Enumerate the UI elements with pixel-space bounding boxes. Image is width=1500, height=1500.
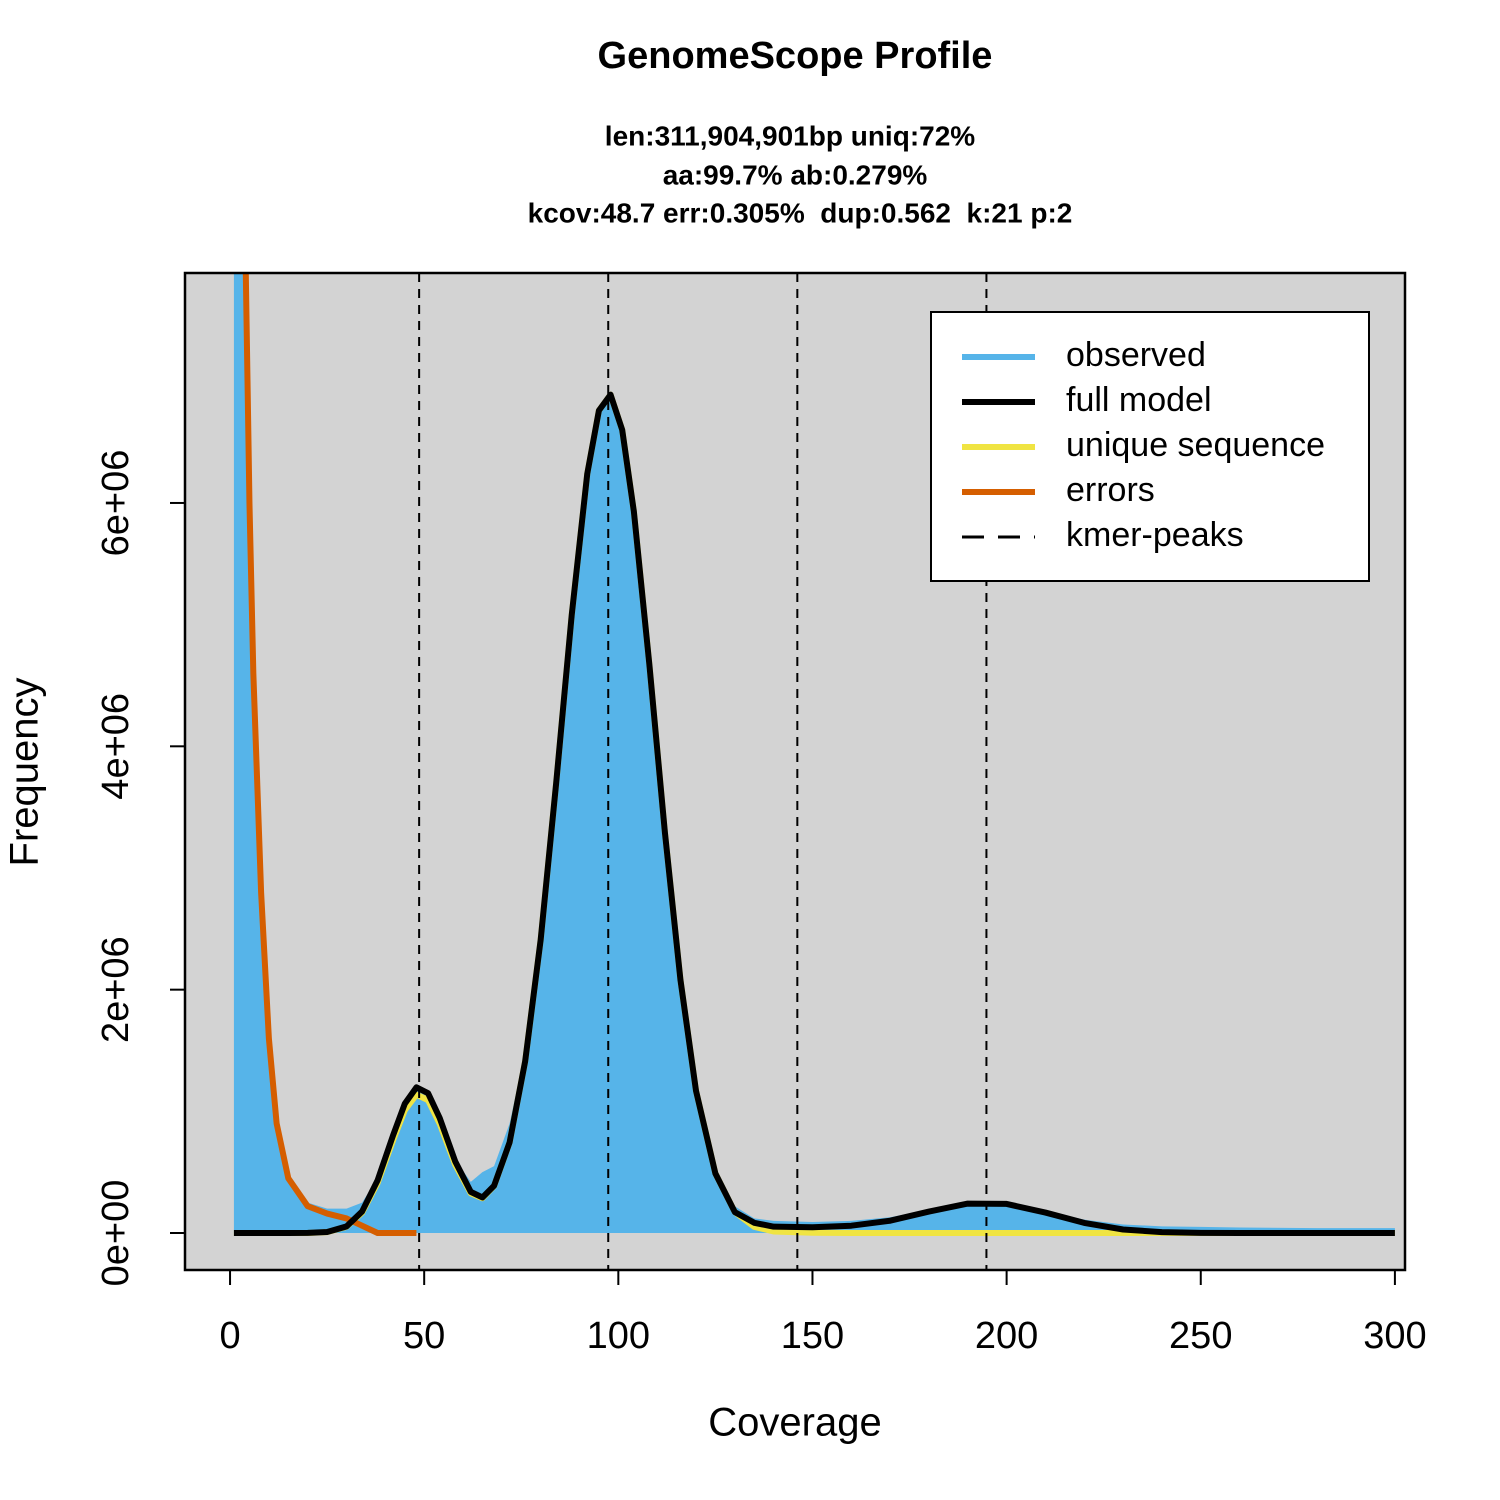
y-tick-label: 2e+06 (95, 936, 137, 1043)
y-tick-label: 6e+06 (95, 450, 137, 557)
subtitle: kcov:48.7 err:0.305% dup:0.562 k:21 p:2 (528, 197, 1073, 228)
series-line (233, 391, 1395, 1237)
x-tick-label: 150 (781, 1315, 844, 1357)
x-tick-label: 50 (403, 1315, 445, 1357)
y-tick-label: 0e+00 (95, 1180, 137, 1287)
x-tick-label: 200 (975, 1315, 1038, 1357)
series-line (242, 273, 417, 1237)
legend-label: full model (1066, 381, 1212, 419)
x-tick-label: 300 (1363, 1315, 1426, 1357)
plot-frame (183, 271, 1407, 1272)
legend-label: errors (1066, 471, 1155, 509)
x-tick-label: 100 (587, 1315, 650, 1357)
subtitle: aa:99.7% ab:0.279% (663, 159, 928, 190)
subtitle: len:311,904,901bp uniq:72% (605, 120, 975, 151)
x-axis-title: Coverage (708, 1401, 881, 1445)
chart-title: GenomeScope Profile (598, 35, 993, 77)
y-tick-label: 4e+06 (95, 693, 137, 800)
y-axis-title: Frequency (3, 678, 47, 867)
x-tick-label: 250 (1169, 1315, 1232, 1357)
legend-label: observed (1066, 336, 1206, 374)
x-tick-label: 0 (219, 1315, 240, 1357)
legend-label: kmer-peaks (1066, 516, 1244, 554)
plot-layer (233, 273, 1395, 1237)
legend-label: unique sequence (1066, 426, 1325, 464)
